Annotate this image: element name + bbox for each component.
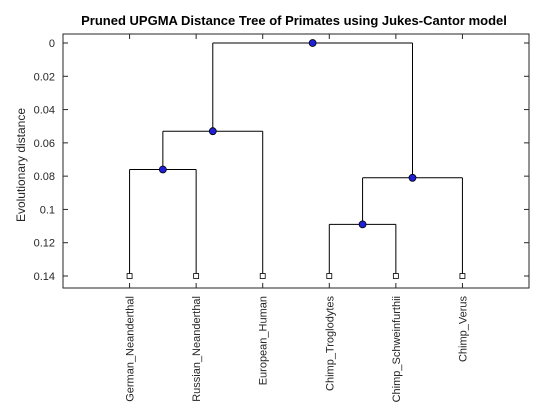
y-tick-label: 0.06 (34, 138, 55, 150)
leaf-node-marker (459, 273, 466, 279)
leaf-node-marker (392, 273, 399, 279)
branch-node-marker (158, 165, 167, 174)
branch-node-marker (358, 220, 367, 229)
leaf-node-marker (259, 273, 266, 279)
branch-node-marker (208, 127, 217, 136)
y-tick-label: 0.08 (34, 171, 55, 183)
leaf-label: German_Neanderthal (125, 296, 137, 402)
y-tick-label: 0 (49, 38, 55, 50)
tree-nodes (126, 39, 466, 279)
branch-node-marker (408, 173, 417, 182)
leaf-node-marker (126, 273, 133, 279)
leaf-label: Chimp_Schweinfurthii (391, 296, 403, 402)
y-axis-label: Evolutionary distance (14, 108, 28, 222)
branch-node-marker (308, 39, 317, 47)
leaf-label: Chimp_Verus (457, 296, 469, 363)
leaf-node-marker (326, 273, 333, 279)
y-tick-label: 0.02 (34, 71, 55, 83)
leaf-label: Chimp_Troglodytes (324, 296, 336, 391)
y-tick-label: 0.12 (34, 238, 55, 250)
leaf-node-marker (193, 273, 200, 279)
leaf-label: Russian_Neanderthal (191, 296, 203, 402)
y-tick-label: 0.04 (34, 105, 55, 117)
axes: 0 0.02 0.04 0.06 0.08 0.1 0.12 0.14 (34, 33, 530, 289)
tree-branches (129, 42, 463, 276)
leaf-label: European_Human (258, 296, 270, 385)
chart-title: Pruned UPGMA Distance Tree of Primates u… (81, 13, 507, 28)
y-tick-label: 0.14 (34, 271, 55, 283)
leaf-labels: German_Neanderthal Russian_Neanderthal Eur… (125, 296, 470, 403)
y-tick-label: 0.1 (40, 204, 55, 216)
plot-box (62, 33, 530, 289)
